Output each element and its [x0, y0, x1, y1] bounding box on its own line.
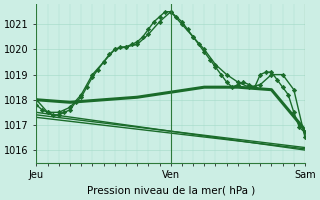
X-axis label: Pression niveau de la mer( hPa ): Pression niveau de la mer( hPa ) [87, 186, 255, 196]
